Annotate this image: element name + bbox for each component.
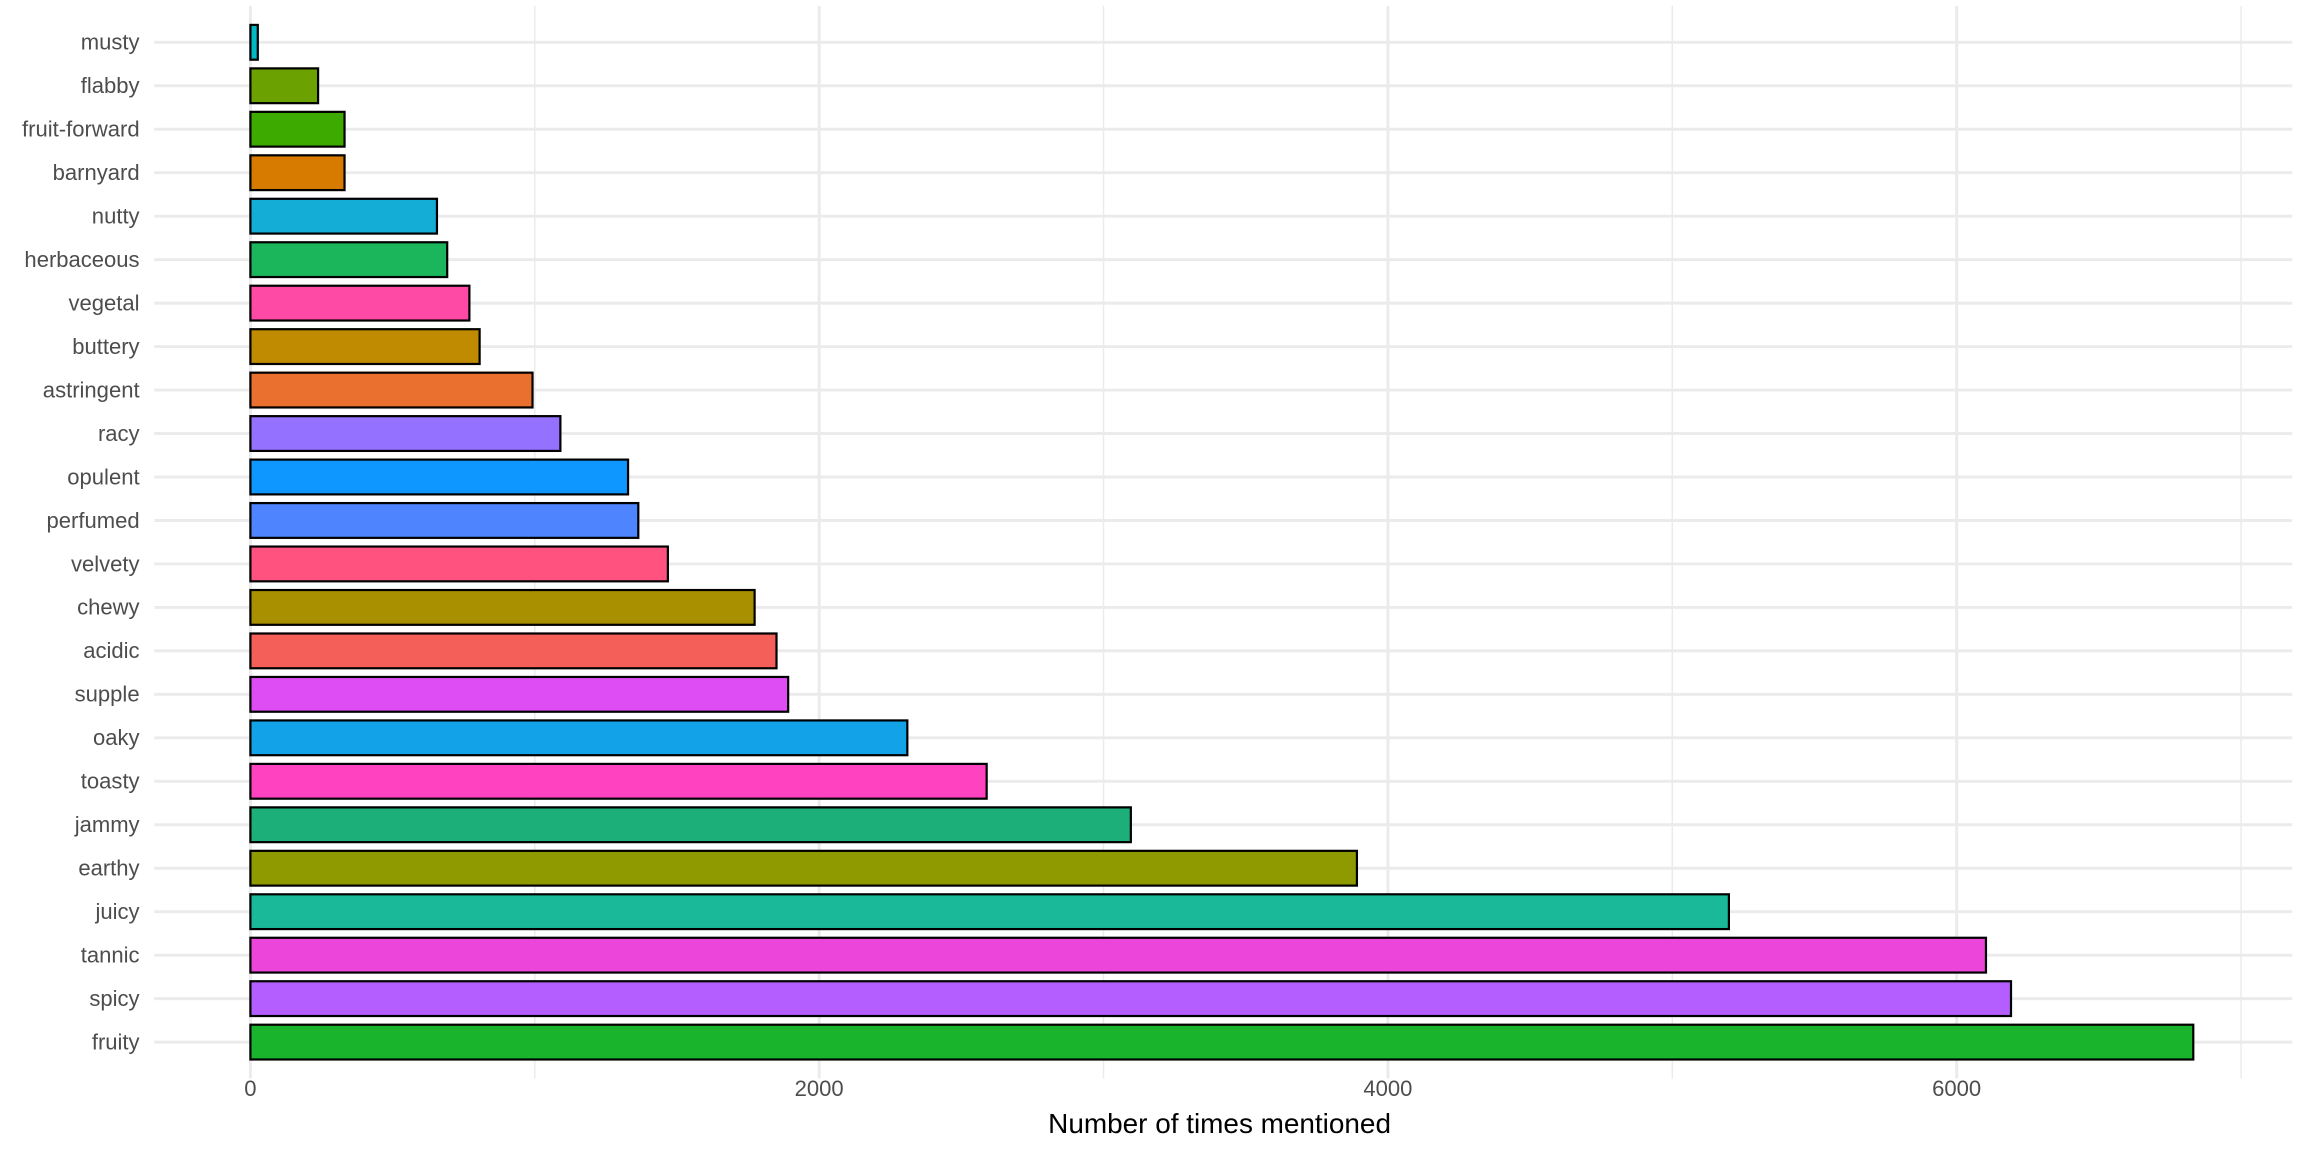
x-tick-label: 6000 <box>1932 1076 1981 1101</box>
y-tick-label: herbaceous <box>24 247 139 272</box>
y-tick-label: fruit-forward <box>22 117 140 142</box>
y-tick-label: buttery <box>72 334 139 359</box>
bar-jammy <box>249 806 1132 844</box>
bar-spicy <box>249 980 2013 1018</box>
y-tick-label: tannic <box>81 943 140 968</box>
bar-opulent <box>249 458 630 496</box>
y-tick-label: spicy <box>89 986 139 1011</box>
bar-chewy <box>249 588 756 626</box>
bar-buttery <box>249 328 481 366</box>
grid <box>154 5 2293 1079</box>
y-tick-label: astringent <box>43 377 140 402</box>
bar-astringent <box>249 371 534 409</box>
bar-musty <box>249 23 259 61</box>
bar-supple <box>249 675 790 713</box>
bars <box>249 23 2195 1061</box>
y-tick-label: velvety <box>71 551 140 576</box>
bar-toasty <box>249 762 988 800</box>
bar-oaky <box>249 719 909 757</box>
x-tick-label: 2000 <box>795 1076 844 1101</box>
x-axis-title: Number of times mentioned <box>1048 1108 1391 1139</box>
y-tick-label: nutty <box>92 204 140 229</box>
bar-tannic <box>249 936 1988 974</box>
bar-barnyard <box>249 154 346 192</box>
bar-racy <box>249 415 562 453</box>
bar-fruity <box>249 1023 2195 1061</box>
bar-acidic <box>249 632 778 670</box>
y-tick-label: earthy <box>78 856 139 881</box>
bar-earthy <box>249 849 1359 887</box>
y-tick-label: flabby <box>81 73 140 98</box>
y-tick-label: racy <box>98 421 140 446</box>
y-tick-label: barnyard <box>53 160 140 185</box>
bar-velvety <box>249 545 669 583</box>
y-tick-label: musty <box>81 30 140 55</box>
bar-nutty <box>249 197 439 235</box>
y-tick-label: toasty <box>81 769 140 794</box>
y-tick-label: oaky <box>93 725 140 750</box>
x-tick-label: 0 <box>244 1076 256 1101</box>
bar-fruit-forward <box>249 110 346 148</box>
bar-herbaceous <box>249 241 449 279</box>
bar-juicy <box>249 893 1730 931</box>
y-tick-label: juicy <box>95 899 140 924</box>
y-tick-label: supple <box>75 682 140 707</box>
y-tick-label: fruity <box>92 1029 140 1054</box>
bar-vegetal <box>249 284 471 322</box>
y-tick-label: chewy <box>77 595 139 620</box>
x-tick-label: 4000 <box>1363 1076 1412 1101</box>
y-tick-label: perfumed <box>47 508 140 533</box>
y-tick-label: vegetal <box>69 290 140 315</box>
y-axis-labels: musty flabby fruit-forward barnyard nutty her… <box>22 30 140 1055</box>
bar-perfumed <box>249 501 640 539</box>
y-tick-label: opulent <box>67 464 139 489</box>
x-axis-labels: 0 2000 4000 6000 <box>244 1076 1981 1101</box>
y-tick-label: acidic <box>83 638 139 663</box>
bar-flabby <box>249 67 320 105</box>
y-tick-label: jammy <box>74 812 140 837</box>
